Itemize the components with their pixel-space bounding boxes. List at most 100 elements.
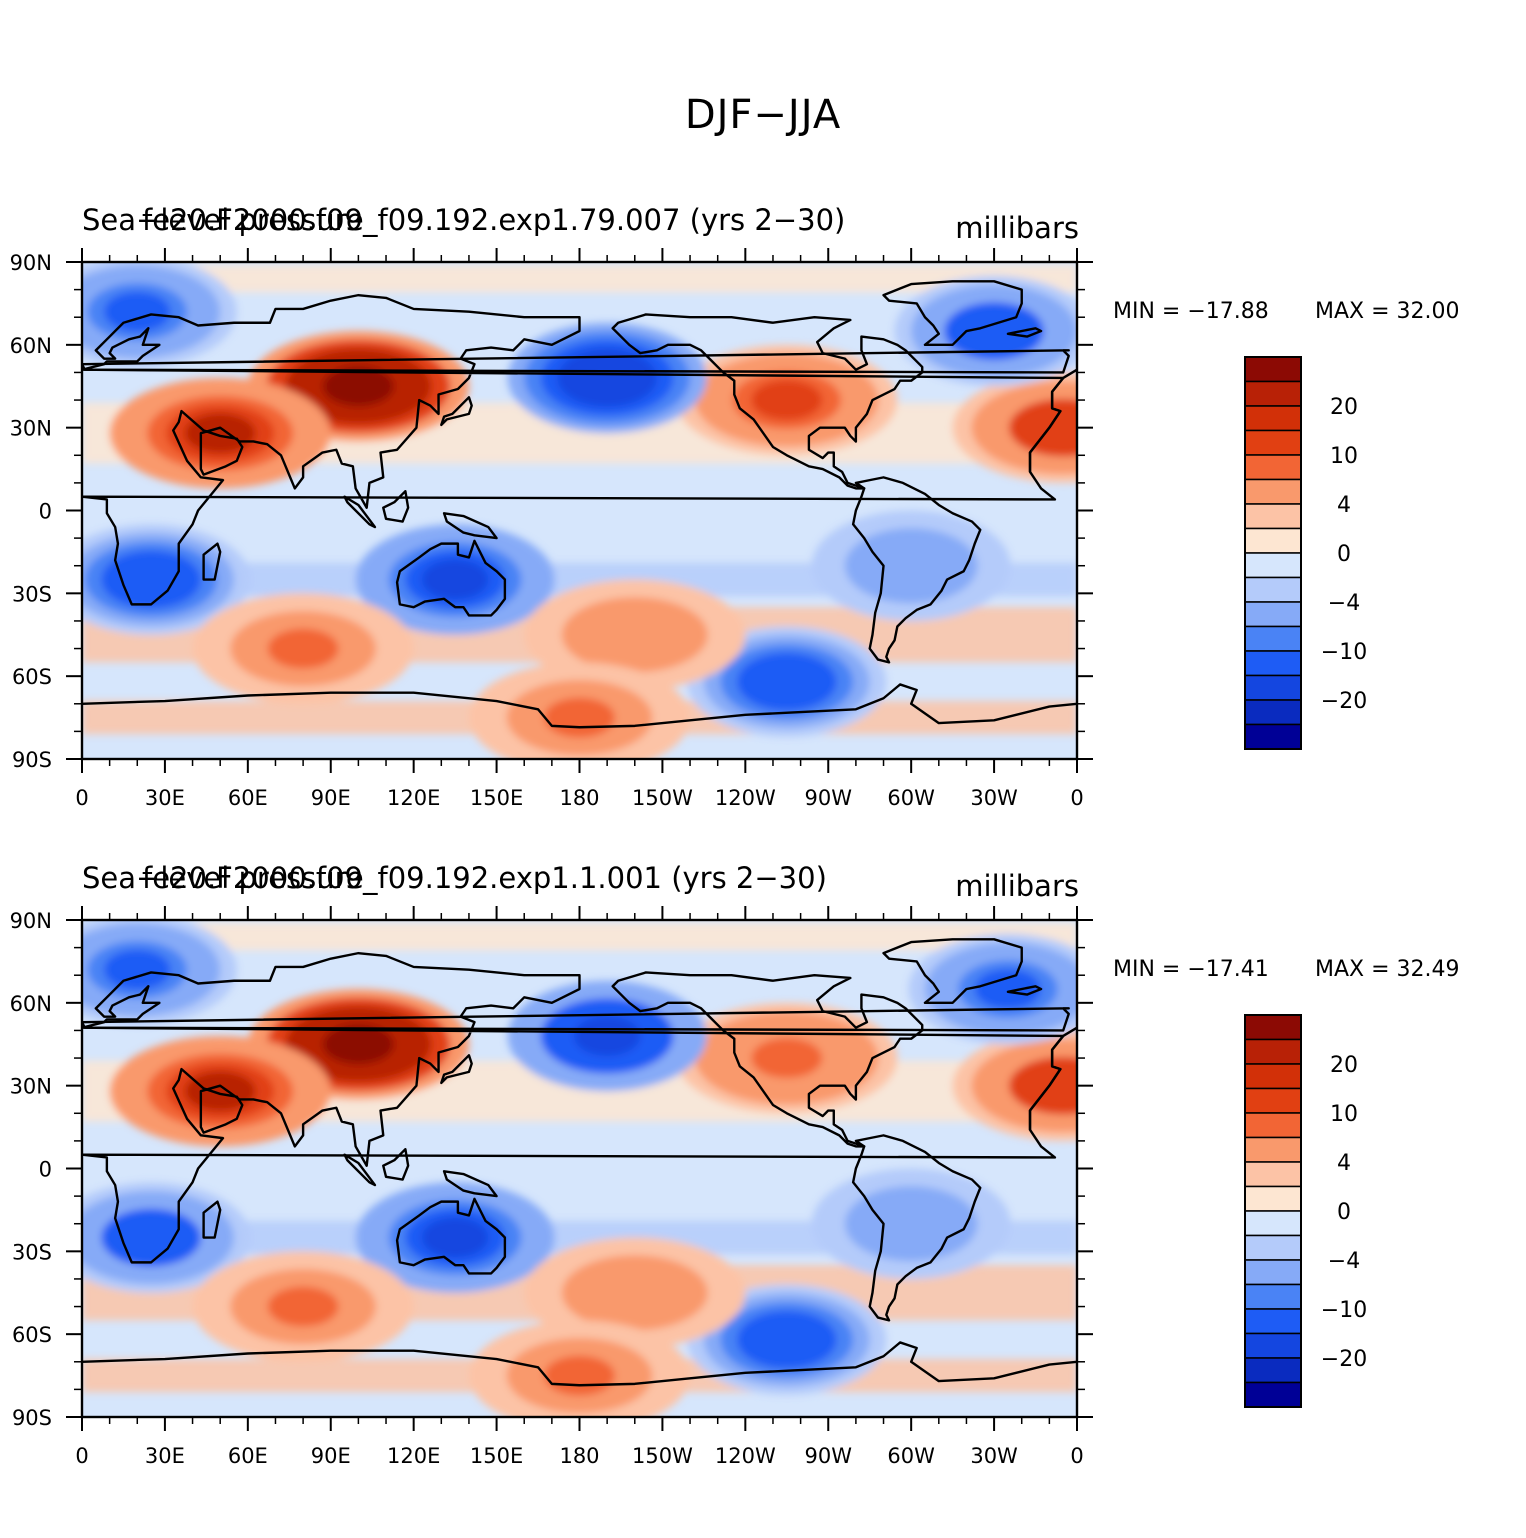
x-tick-label: 120W <box>715 786 776 810</box>
coastline-10 <box>382 1147 410 1181</box>
coastline-3 <box>611 971 924 1148</box>
colorbar-label: −10 <box>1321 640 1367 665</box>
y-tick-label: 0 <box>39 500 52 524</box>
colorbar-swatch <box>1244 478 1302 505</box>
y-tick-label: 60S <box>12 665 52 689</box>
coastline-1 <box>82 293 1065 606</box>
coastline-11 <box>442 512 498 540</box>
pressure-contour <box>267 628 339 669</box>
colorbar-swatch <box>1244 429 1302 456</box>
coastline-2 <box>395 1197 507 1275</box>
coastlines <box>82 280 1077 729</box>
coastline-1 <box>82 951 1065 1264</box>
colorbar-swatch <box>1244 1283 1302 1310</box>
x-tick-label: 60E <box>228 1444 268 1468</box>
coastline-11 <box>442 1170 498 1198</box>
panel-case-title: fe20.F2000.f09_f09.192.exp1.1.001 (yrs 2… <box>142 861 827 895</box>
panel-variable-title: Sea−level pressure <box>82 203 364 237</box>
x-tick-label: 30E <box>145 1444 185 1468</box>
colorbar-swatch <box>1244 1185 1302 1212</box>
x-tick-label: 60E <box>228 786 268 810</box>
pressure-contour <box>878 545 945 586</box>
y-tick-label: 30S <box>12 1240 52 1264</box>
colorbar-swatch <box>1244 552 1302 579</box>
colorbar-swatch <box>1244 601 1302 628</box>
y-tick-label: 90N <box>10 909 52 933</box>
coastline-5 <box>882 938 1023 1005</box>
colorbar-label: 10 <box>1330 1102 1358 1127</box>
coastline-4 <box>851 476 982 664</box>
x-tick-label: 0 <box>1070 1444 1083 1468</box>
panel-1: 0 30E 60E 90E 120E 150E 180 150W 120W 90W 60W 30W 09… <box>10 203 1460 810</box>
colorbar-swatch <box>1244 1161 1302 1188</box>
pressure-contour <box>878 1203 945 1244</box>
x-tick-label: 180 <box>559 786 599 810</box>
colorbar-swatch <box>1244 1259 1302 1286</box>
colorbar-swatch <box>1244 674 1302 701</box>
colorbar-label: 0 <box>1337 1200 1351 1225</box>
colorbar-swatch <box>1244 1332 1302 1359</box>
panel-units: millibars <box>955 211 1079 245</box>
coastline-9 <box>343 495 377 529</box>
min-label: MIN = −17.41 <box>1113 957 1269 982</box>
coastline-2 <box>395 539 507 617</box>
pressure-contour <box>421 1217 489 1258</box>
pressure-contour <box>184 1071 256 1112</box>
max-label: MAX = 32.49 <box>1315 957 1460 982</box>
pressure-contour <box>421 559 489 600</box>
x-tick-label: 120E <box>387 1444 440 1468</box>
colorbar-label: −4 <box>1328 591 1360 616</box>
main-title: DJF−JJA <box>684 92 842 138</box>
colorbar-label: 4 <box>1337 1151 1351 1176</box>
coastline-10 <box>382 489 410 523</box>
y-tick-label: 60N <box>10 334 52 358</box>
pressure-contour <box>753 1319 820 1360</box>
x-tick-label: 90E <box>311 786 351 810</box>
x-tick-label: 0 <box>75 786 88 810</box>
y-tick-label: 60S <box>12 1323 52 1347</box>
map-field <box>82 920 1077 1417</box>
colorbar-swatch <box>1244 625 1302 652</box>
y-tick-label: 30S <box>12 582 52 606</box>
colorbar-swatch <box>1244 1038 1302 1065</box>
x-tick-label: 90W <box>805 1444 853 1468</box>
x-tick-label: 0 <box>75 1444 88 1468</box>
coastline-6 <box>440 1054 473 1085</box>
pressure-contour <box>573 358 641 398</box>
coastline-7 <box>82 349 1070 374</box>
colorbar-swatch <box>1244 576 1302 603</box>
colorbar-swatch <box>1244 356 1302 383</box>
zonal-band <box>82 264 1077 293</box>
pressure-contour <box>104 949 171 990</box>
x-tick-label: 150E <box>470 1444 523 1468</box>
x-tick-label: 30E <box>145 786 185 810</box>
colorbar-frame <box>1244 1014 1302 1408</box>
pressure-contour <box>573 1016 641 1056</box>
y-tick-label: 30N <box>10 1075 52 1099</box>
x-tick-label: 30W <box>970 1444 1018 1468</box>
x-tick-label: 90E <box>311 1444 351 1468</box>
coastline-wrap <box>1028 368 1077 472</box>
max-label: MAX = 32.00 <box>1315 299 1460 324</box>
pressure-contour <box>544 1355 615 1396</box>
x-tick-label: 120W <box>715 1444 776 1468</box>
colorbar-label: −10 <box>1321 1298 1367 1323</box>
colorbar-frame <box>1244 356 1302 750</box>
colorbar-label: −4 <box>1328 1249 1360 1274</box>
x-tick-label: 180 <box>559 1444 599 1468</box>
colorbar-swatch <box>1244 454 1302 481</box>
colorbar-swatch <box>1244 1087 1302 1114</box>
colorbar-swatch <box>1244 1063 1302 1090</box>
x-tick-label: 150W <box>632 786 693 810</box>
colorbar-swatch <box>1244 1136 1302 1163</box>
pressure-contour <box>599 614 671 655</box>
colorbar-label: −20 <box>1321 689 1367 714</box>
pressure-contour <box>104 291 171 332</box>
pressure-contour <box>544 697 615 738</box>
colorbar-swatch <box>1244 1112 1302 1139</box>
panel-units: millibars <box>955 869 1079 903</box>
pressure-contour <box>974 969 1042 1009</box>
pressure-contour <box>267 1286 339 1327</box>
colorbar-swatch <box>1244 699 1302 726</box>
